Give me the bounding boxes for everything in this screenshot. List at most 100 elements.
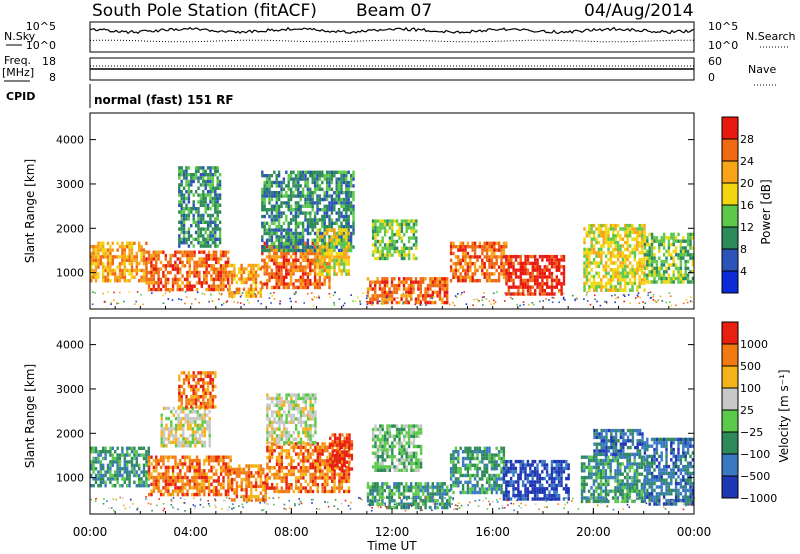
data-cell [210,458,213,463]
data-cell [488,248,491,252]
data-cell [140,470,143,474]
data-cell [507,278,510,283]
data-cell [202,384,205,389]
noise-panel [89,21,695,53]
data-cell [524,285,527,289]
data-cell [588,278,591,282]
data-cell [259,267,262,271]
data-cell [471,275,474,279]
data-cell [398,300,401,305]
data-cell [238,471,241,475]
data-cell [164,281,167,285]
data-cell [183,458,187,463]
date-title: 04/Aug/2014 [584,1,694,21]
data-cell [222,479,225,483]
data-cell [280,455,283,460]
data-cell [514,292,518,296]
scatter-point [328,293,331,295]
data-cell [548,285,551,289]
data-cell [343,479,346,483]
data-cell [217,274,220,278]
data-cell [242,277,246,281]
data-cell [257,498,260,502]
data-cell [195,479,199,483]
data-cell [316,235,319,239]
data-cell [152,489,156,493]
data-cell [316,187,319,191]
data-cell [302,469,305,473]
data-cell [446,300,449,305]
scatter-point [638,302,641,305]
scatter-point [178,298,180,300]
data-cell [398,226,401,230]
data-cell [111,241,114,245]
data-cell [214,371,217,375]
cpid-label: CPID [6,90,35,103]
data-cell [196,416,199,421]
data-cell [328,174,331,178]
data-cell [412,280,415,284]
data-cell [631,281,634,286]
data-cell [194,169,198,173]
data-cell [104,470,107,474]
data-cell [562,282,566,286]
data-cell [217,257,220,261]
data-cell [222,465,225,470]
data-cell [159,492,163,497]
data-cell [294,201,298,205]
data-cell [145,277,148,282]
data-cell [280,466,283,470]
data-cell [174,267,177,271]
data-cell [548,268,551,272]
data-cell [614,237,617,241]
data-cell [602,223,605,228]
data-cell [684,273,687,277]
data-cell [612,230,615,235]
data-cell [214,227,217,231]
data-cell [191,257,194,261]
scatter-point [562,298,565,300]
data-cell [395,250,399,254]
data-cell [534,261,537,266]
scatter-point [240,294,243,297]
data-cell [242,270,246,274]
data-cell [209,193,212,197]
data-cell [195,482,199,487]
data-cell [590,244,593,248]
data-cell [157,274,160,278]
data-cell [102,473,105,478]
scatter-point [371,302,374,304]
data-cell [495,268,498,273]
data-cell [128,268,131,273]
data-cell [265,191,269,195]
data-cell [405,287,408,291]
data-cell [653,236,656,240]
data-cell [280,180,283,185]
data-cell [133,268,136,273]
data-cell [250,294,253,298]
data-cell [157,281,160,285]
data-cell [171,267,175,271]
data-cell [114,460,117,464]
data-cell [583,264,586,269]
data-cell [604,240,608,245]
data-cell [193,486,196,490]
data-cell [604,227,608,231]
data-cell [121,450,124,454]
data-cell [449,251,453,256]
data-cell [340,177,343,181]
data-cell [304,445,307,449]
data-cell [689,232,692,237]
data-cell [321,221,324,225]
data-cell [264,491,267,495]
data-cell [590,223,593,228]
data-cell [488,279,491,283]
data-cell [304,455,307,460]
data-cell [383,283,386,288]
data-cell [583,227,586,231]
data-cell [309,476,312,480]
data-cell [292,449,295,453]
data-cell [505,245,508,249]
data-cell [192,374,195,378]
